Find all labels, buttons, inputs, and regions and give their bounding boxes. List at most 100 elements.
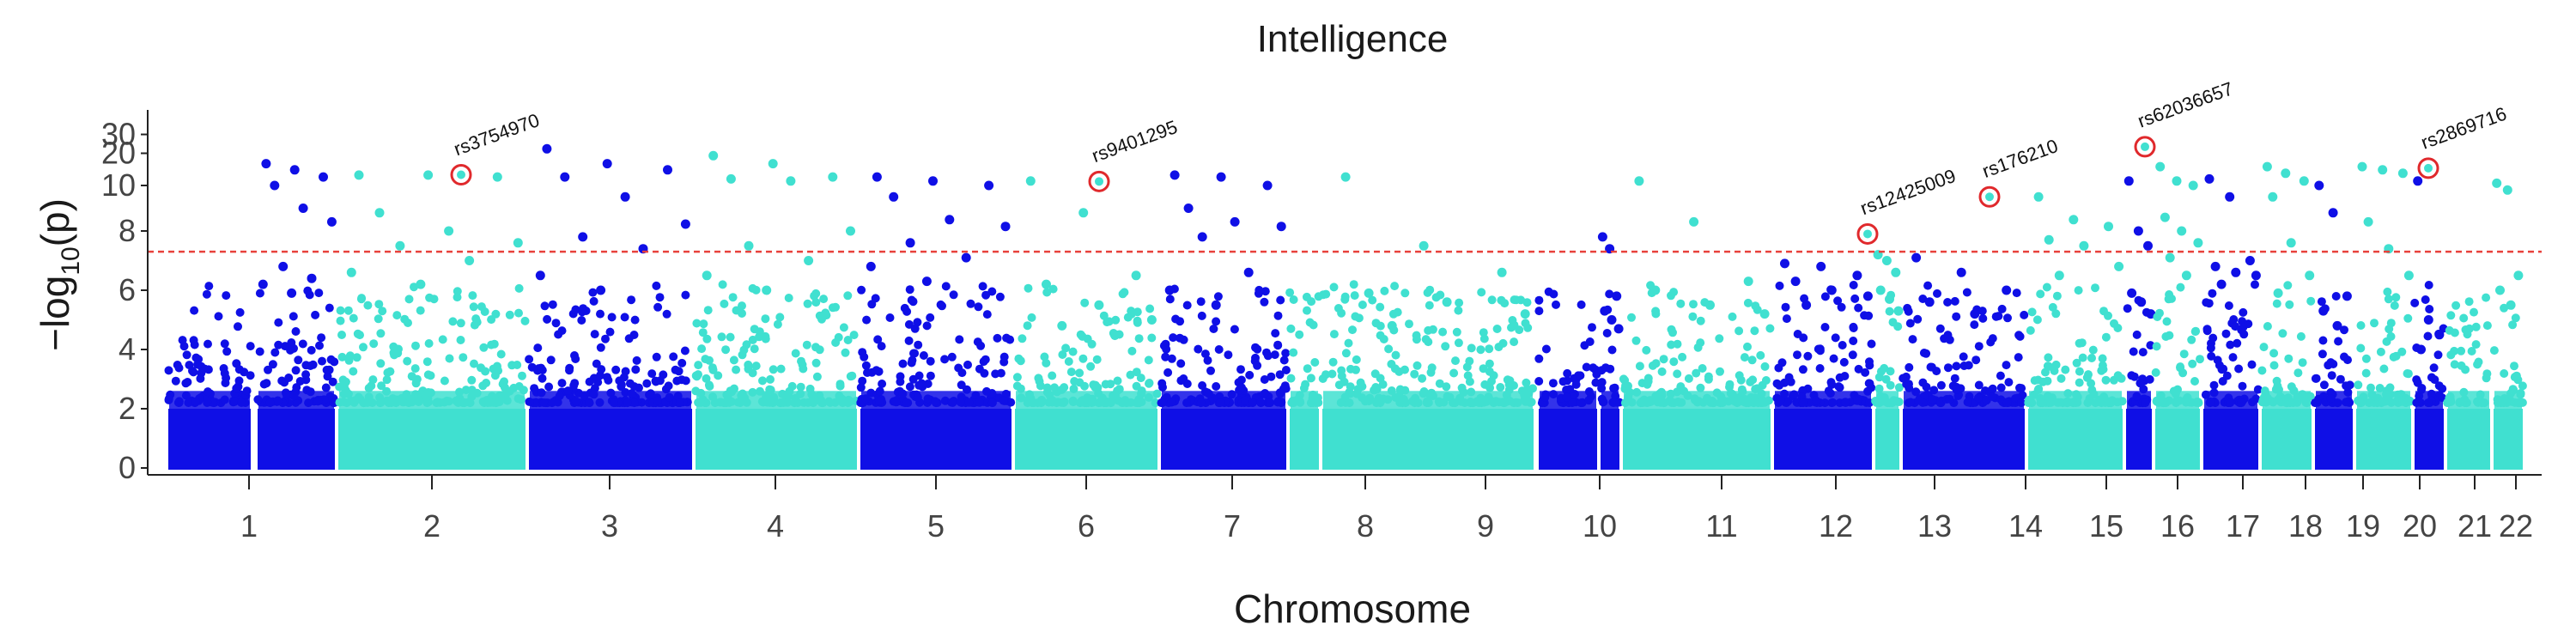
snp-point	[931, 397, 939, 406]
snp-point	[819, 295, 829, 304]
snp-point	[1952, 312, 1961, 321]
snp-point	[2318, 336, 2328, 345]
snp-point	[1950, 374, 1959, 383]
snp-point	[287, 338, 296, 347]
snp-point	[2284, 354, 2293, 363]
snp-point	[1815, 346, 1825, 355]
snp-point	[1376, 331, 1385, 340]
snp-point	[2318, 349, 2327, 359]
snp-point	[1854, 364, 1863, 374]
snp-point	[846, 372, 855, 381]
x-tick-label: 4	[767, 508, 784, 544]
snp-point	[2459, 387, 2469, 397]
snp-point	[2036, 393, 2045, 403]
top-hit-point	[1364, 288, 1374, 298]
snp-point	[546, 355, 556, 365]
top-hit-point	[2181, 270, 2191, 281]
top-hit-point	[1893, 306, 1904, 316]
snp-point	[1684, 374, 1693, 383]
snp-point	[493, 361, 501, 371]
dense-snp-band	[2356, 409, 2411, 470]
snp-point	[1837, 302, 1846, 312]
snp-point	[1425, 285, 1435, 295]
snp-point	[981, 355, 990, 364]
snp-point	[1236, 375, 1246, 385]
snp-point	[1880, 363, 1889, 373]
snp-point	[1042, 358, 1051, 368]
snp-point	[697, 344, 707, 354]
snp-point	[403, 356, 412, 366]
snp-point	[642, 379, 652, 388]
snp-point	[603, 373, 611, 382]
snp-point	[1405, 319, 1413, 329]
snp-point	[669, 352, 678, 361]
snp-point	[1541, 344, 1551, 354]
snp-point	[2207, 351, 2216, 361]
snp-point	[423, 370, 433, 380]
snp-point	[2238, 381, 2247, 391]
top-hit-point	[2114, 261, 2124, 271]
snp-point	[337, 331, 346, 339]
snp-point	[1263, 351, 1273, 361]
snp-point	[1018, 334, 1027, 343]
snp-point	[592, 359, 601, 368]
snp-point	[1080, 298, 1090, 307]
top-hit-point	[1852, 270, 1862, 281]
dense-snp-band	[1322, 409, 1534, 470]
snp-point	[467, 375, 477, 385]
x-tick-label: 20	[2403, 508, 2437, 544]
snp-point	[1340, 295, 1350, 304]
snp-point	[2043, 392, 2052, 401]
snp-point	[623, 398, 632, 408]
snp-point	[2463, 330, 2472, 339]
snp-point	[220, 339, 229, 349]
snp-point	[1341, 349, 1351, 358]
top-hit-point	[1634, 176, 1644, 186]
snp-point	[1935, 324, 1945, 333]
snp-point	[232, 384, 241, 393]
snp-point	[1793, 330, 1802, 338]
snp-point	[1867, 339, 1876, 349]
snp-point	[1152, 389, 1162, 398]
snp-point	[1760, 361, 1770, 371]
top-hit-point	[2513, 270, 2524, 281]
snp-point	[1380, 286, 1389, 295]
snp-point	[1678, 352, 1687, 361]
snp-point	[1513, 398, 1522, 407]
snp-point	[220, 368, 229, 378]
snp-point	[1642, 345, 1651, 355]
top-hit-point	[2305, 270, 2315, 281]
snp-point	[705, 381, 714, 391]
chromosome-8-points	[1285, 172, 1537, 470]
snp-point	[1393, 307, 1402, 317]
snp-point	[1255, 285, 1264, 295]
dense-snp-band	[1161, 409, 1286, 470]
top-hit-point	[804, 256, 814, 265]
snp-point	[2506, 389, 2515, 398]
snp-point	[2098, 361, 2107, 370]
dense-snp-band	[2447, 409, 2490, 470]
snp-point	[717, 332, 726, 342]
snp-point	[732, 365, 741, 374]
snp-point	[1275, 388, 1285, 398]
snp-point	[596, 343, 605, 352]
snp-point	[311, 310, 320, 319]
snp-point	[694, 370, 702, 380]
snp-point	[470, 320, 479, 330]
top-hit-point	[2378, 165, 2388, 175]
snp-point	[1127, 307, 1136, 316]
snp-point	[974, 302, 983, 312]
snp-point	[2017, 398, 2026, 407]
snp-point	[525, 355, 534, 364]
snp-point	[1327, 369, 1337, 379]
snp-point	[898, 359, 908, 368]
snp-point	[1688, 312, 1698, 321]
top-hit-point	[2143, 240, 2153, 251]
snp-point	[392, 311, 402, 320]
snp-point	[703, 306, 713, 315]
snp-point	[812, 372, 822, 381]
snp-point	[375, 398, 385, 408]
snp-point	[923, 380, 933, 388]
snp-point	[2239, 322, 2248, 331]
highlight-point	[2141, 142, 2149, 151]
